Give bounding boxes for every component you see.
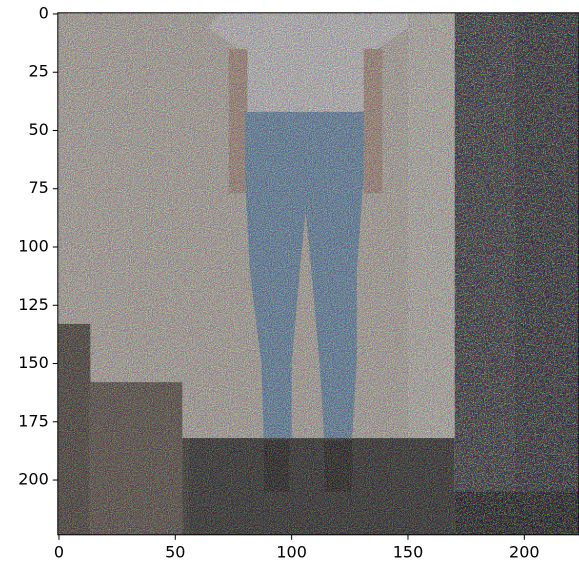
- x-tick-label: 150: [393, 542, 424, 561]
- x-tick-label: 0: [54, 542, 64, 561]
- x-tick-label: 100: [276, 542, 307, 561]
- y-tick-label: 25: [28, 62, 48, 81]
- y-tick-label: 175: [18, 411, 49, 430]
- x-tick-label: 200: [509, 542, 540, 561]
- y-tick-label: 0: [39, 3, 49, 22]
- axes-frame: [57, 12, 579, 536]
- y-tick-label: 200: [18, 470, 49, 489]
- y-tick-label: 50: [28, 120, 48, 139]
- image: [57, 12, 579, 535]
- y-tick-label: 150: [18, 353, 49, 372]
- x-tick-label: 50: [165, 542, 185, 561]
- y-tick-label: 100: [18, 237, 49, 256]
- y-tick-label: 75: [28, 178, 48, 197]
- y-tick-label: 125: [18, 295, 49, 314]
- noise: [455, 12, 579, 535]
